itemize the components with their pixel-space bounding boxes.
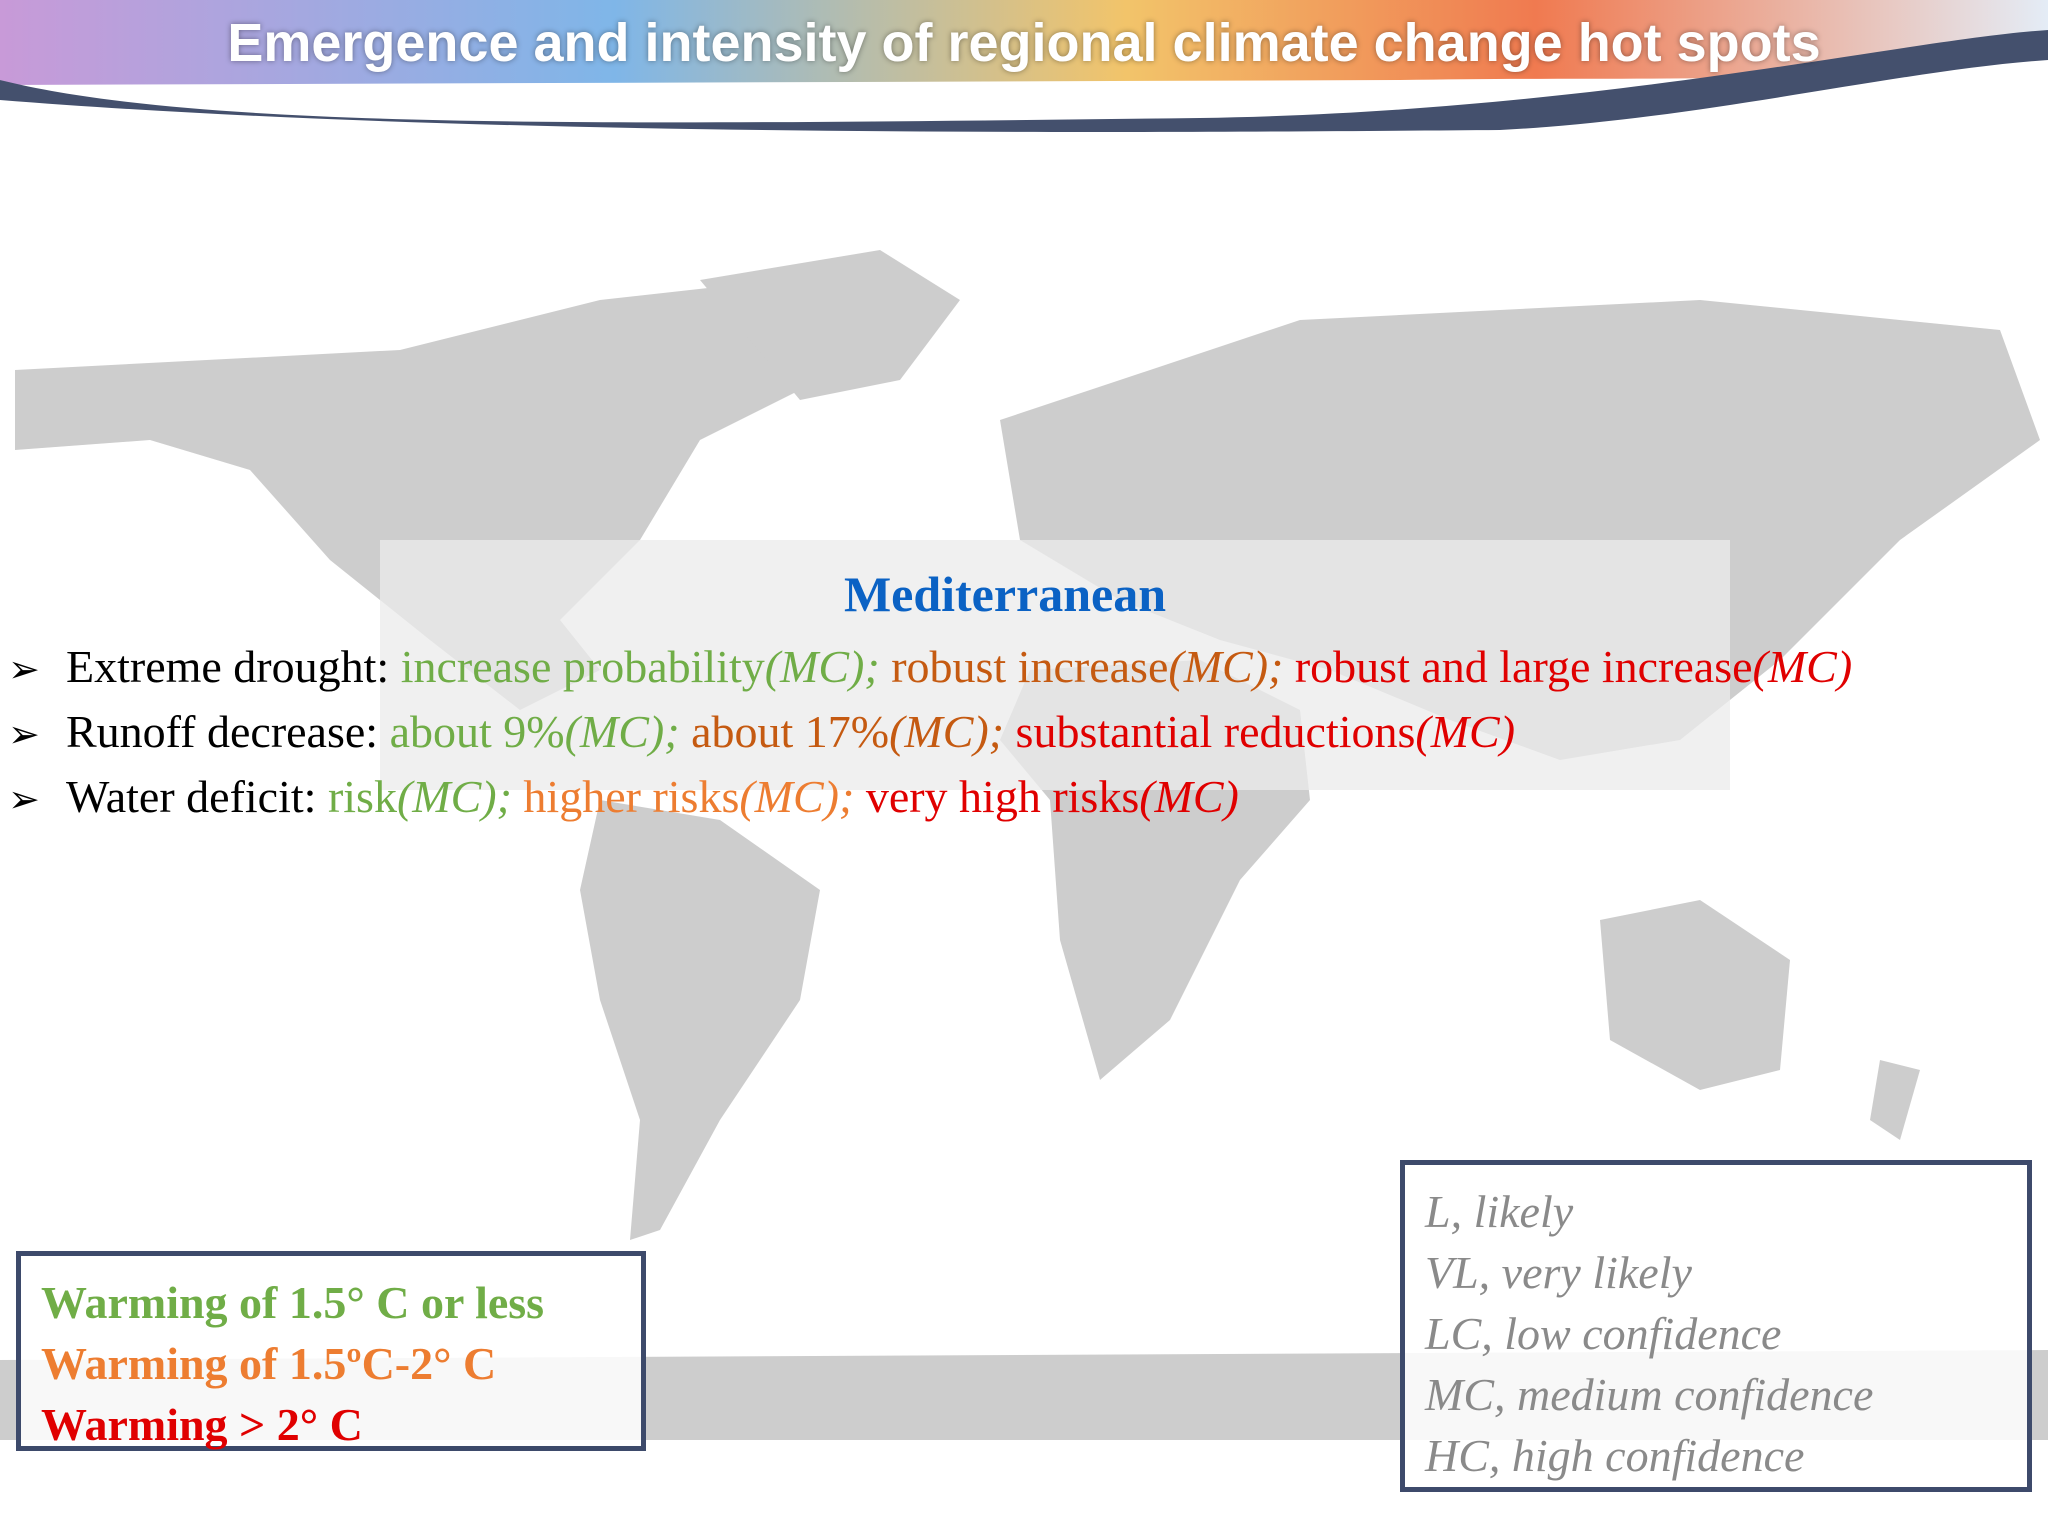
hazard-text: very high risks bbox=[865, 771, 1140, 822]
confidence-note: (MC); bbox=[889, 706, 1005, 757]
legend-item: Warming of 1.5° C or less bbox=[41, 1277, 545, 1328]
abbreviation: LC, low confidence bbox=[1425, 1308, 1782, 1359]
hazard-level: higher risks(MC); bbox=[523, 771, 854, 822]
confidence-note: (MC); bbox=[564, 706, 680, 757]
hazard-level: very high risks(MC) bbox=[866, 771, 1239, 822]
bullet-label: Extreme drought: bbox=[66, 641, 390, 692]
confidence-note: (MC); bbox=[396, 771, 512, 822]
hazard-text: robust increase bbox=[891, 641, 1169, 692]
header-banner bbox=[0, 0, 2048, 150]
confidence-note: (MC); bbox=[1168, 641, 1284, 692]
abbreviation: VL, very likely bbox=[1425, 1247, 1692, 1298]
abbreviation: MC, medium confidence bbox=[1425, 1369, 1874, 1420]
bullet-label: Runoff decrease: bbox=[66, 706, 379, 757]
confidence-note: (MC); bbox=[739, 771, 855, 822]
hazard-level: substantial reductions(MC) bbox=[1016, 706, 1516, 757]
confidence-note: (MC) bbox=[1752, 641, 1853, 692]
legend-box: Warming of 1.5° C or less Warming of 1.5º… bbox=[16, 1251, 646, 1451]
hazard-text: about 17% bbox=[691, 706, 890, 757]
hazard-text: increase probability bbox=[400, 641, 765, 692]
confidence-note: (MC); bbox=[764, 641, 880, 692]
confidence-note: (MC) bbox=[1415, 706, 1516, 757]
hazard-text: higher risks bbox=[523, 771, 740, 822]
hazard-level: robust increase(MC); bbox=[891, 641, 1283, 692]
hazard-text: about 9% bbox=[389, 706, 565, 757]
hazard-text: substantial reductions bbox=[1015, 706, 1416, 757]
abbreviation-box: L, likely VL, very likely LC, low confiden… bbox=[1400, 1160, 2032, 1492]
bullet-label: Water deficit: bbox=[66, 771, 317, 822]
hazard-text: risk bbox=[327, 771, 397, 822]
hazard-level: risk(MC); bbox=[328, 771, 512, 822]
bullet-list: Extreme drought: increase probability(MC… bbox=[8, 636, 1852, 831]
hazard-level: robust and large increase(MC) bbox=[1295, 641, 1852, 692]
bullet: Extreme drought: increase probability(MC… bbox=[8, 636, 1852, 701]
hazard-level: about 17%(MC); bbox=[691, 706, 1004, 757]
bullet: Water deficit: risk(MC); higher risks(MC… bbox=[8, 766, 1852, 831]
legend-item: Warming > 2° C bbox=[41, 1399, 363, 1450]
legend-item: Warming of 1.5ºC-2° C bbox=[41, 1338, 497, 1389]
bullet: Runoff decrease: about 9%(MC); about 17%… bbox=[8, 701, 1852, 766]
region-title: Mediterranean bbox=[843, 566, 1167, 622]
hazard-level: about 9%(MC); bbox=[390, 706, 680, 757]
confidence-note: (MC) bbox=[1139, 771, 1239, 822]
abbreviation: L, likely bbox=[1425, 1186, 1574, 1237]
hazard-text: robust and large increase bbox=[1294, 641, 1753, 692]
hazard-level: increase probability(MC); bbox=[401, 641, 880, 692]
abbreviation: HC, high confidence bbox=[1425, 1430, 1805, 1481]
slide-title: Emergence and intensity of regional clim… bbox=[227, 13, 1821, 73]
